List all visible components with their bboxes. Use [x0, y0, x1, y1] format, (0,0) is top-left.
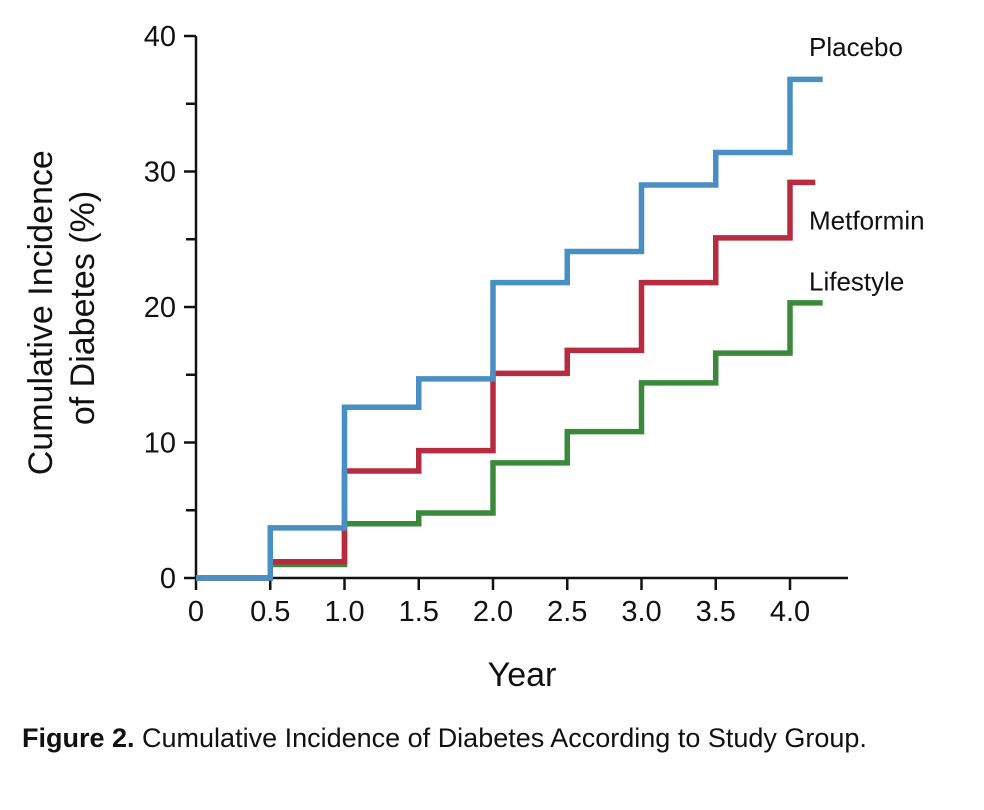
y-axis-title: Cumulative Incidence of Diabetes (%)	[22, 141, 102, 476]
x-axis-title: Year	[488, 656, 557, 694]
series-line-lifestyle	[196, 300, 823, 581]
series-line-metformin	[196, 179, 816, 581]
y-axis-title-line-2: of Diabetes (%)	[64, 191, 102, 425]
x-tick-label-1.0: 1.0	[324, 596, 364, 628]
y-tick-label-0: 0	[160, 563, 176, 595]
figure-caption-text: Cumulative Incidence of Diabetes Accordi…	[134, 723, 867, 753]
cumulative-incidence-chart: 0 10 20 30 40 0 0.5 1.0 1.5 2.0 2.5 3.0 3.5 4.0 Place…	[22, 21, 925, 694]
x-tick-label-3.0: 3.0	[621, 596, 661, 628]
y-tick-label-40: 40	[144, 21, 176, 53]
figure-caption-label: Figure 2.	[22, 723, 135, 753]
x-tick-label-4.0: 4.0	[770, 596, 810, 628]
series-label-metformin: Metformin	[809, 205, 925, 235]
x-tick-label-0.5: 0.5	[250, 596, 290, 628]
series-label-placebo: Placebo	[809, 32, 903, 62]
x-tick-label-0: 0	[188, 596, 204, 628]
figure-caption: Figure 2. Cumulative Incidence of Diabet…	[22, 720, 972, 756]
x-tick-label-2.0: 2.0	[473, 596, 513, 628]
y-axis-title-line-1: Cumulative Incidence	[22, 150, 60, 475]
ticks: 0 10 20 30 40 0 0.5 1.0 1.5 2.0 2.5 3.0 3.5 4.0	[144, 21, 810, 628]
series-label-lifestyle: Lifestyle	[809, 266, 904, 296]
series-labels: Placebo Metformin Lifestyle	[809, 32, 925, 296]
series-group	[196, 76, 823, 581]
axes	[194, 36, 848, 580]
y-tick-label-10: 10	[144, 428, 176, 460]
x-tick-label-1.5: 1.5	[399, 596, 439, 628]
x-tick-label-2.5: 2.5	[547, 596, 587, 628]
x-tick-label-3.5: 3.5	[696, 596, 736, 628]
series-line-placebo	[196, 76, 823, 581]
y-tick-label-20: 20	[144, 292, 176, 324]
y-tick-label-30: 30	[144, 157, 176, 189]
